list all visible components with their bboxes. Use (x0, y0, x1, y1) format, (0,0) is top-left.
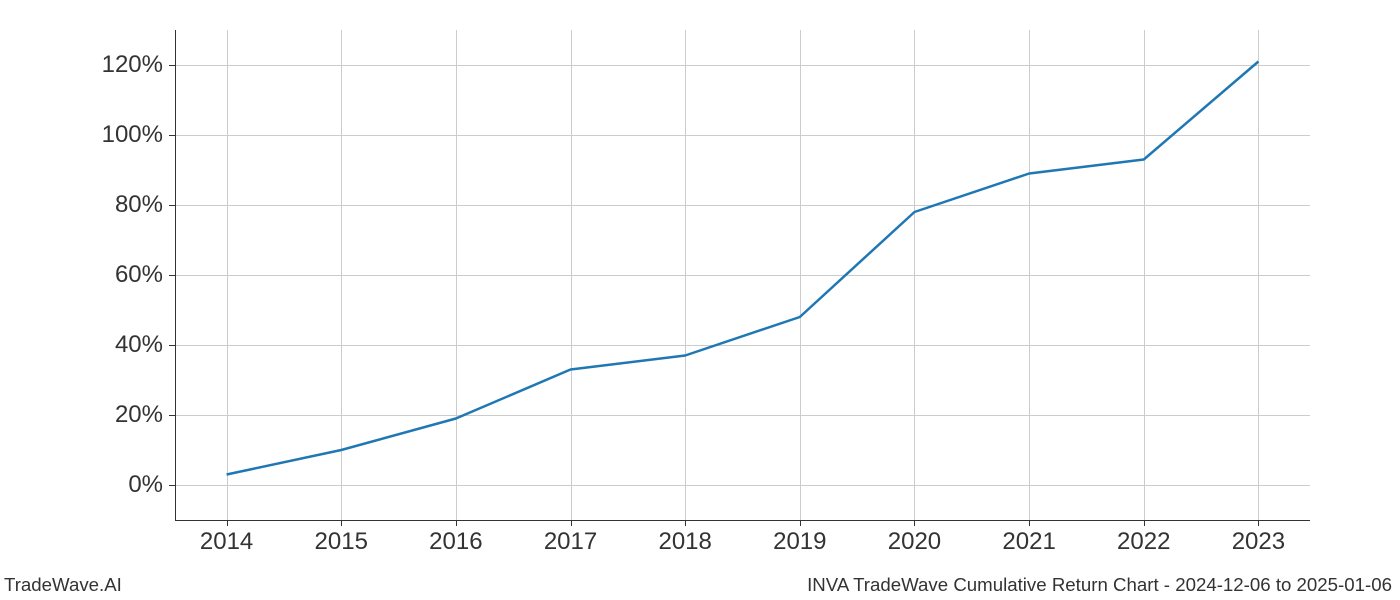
x-tick-label: 2018 (655, 528, 715, 556)
x-tick-label: 2021 (999, 528, 1059, 556)
y-tick-label: 0% (128, 471, 163, 499)
chart-container: TradeWave.AI INVA TradeWave Cumulative R… (0, 0, 1400, 600)
x-axis-spine (175, 520, 1310, 521)
y-tick-label: 40% (115, 331, 163, 359)
y-tick-label: 60% (115, 261, 163, 289)
x-tick-label: 2015 (311, 528, 371, 556)
footer-right-label: INVA TradeWave Cumulative Return Chart -… (807, 574, 1392, 596)
x-tick-label: 2016 (426, 528, 486, 556)
x-tick-label: 2019 (770, 528, 830, 556)
x-tick-label: 2022 (1114, 528, 1174, 556)
x-tick-label: 2023 (1228, 528, 1288, 556)
y-tick-label: 80% (115, 191, 163, 219)
series-line-cumulative-return (227, 62, 1259, 475)
x-tick-label: 2017 (541, 528, 601, 556)
y-tick-label: 120% (102, 51, 163, 79)
series-svg (175, 30, 1310, 520)
y-tick-label: 100% (102, 121, 163, 149)
x-tick-label: 2014 (197, 528, 257, 556)
x-tick-label: 2020 (884, 528, 944, 556)
y-tick-label: 20% (115, 401, 163, 429)
footer-left-label: TradeWave.AI (4, 574, 122, 596)
